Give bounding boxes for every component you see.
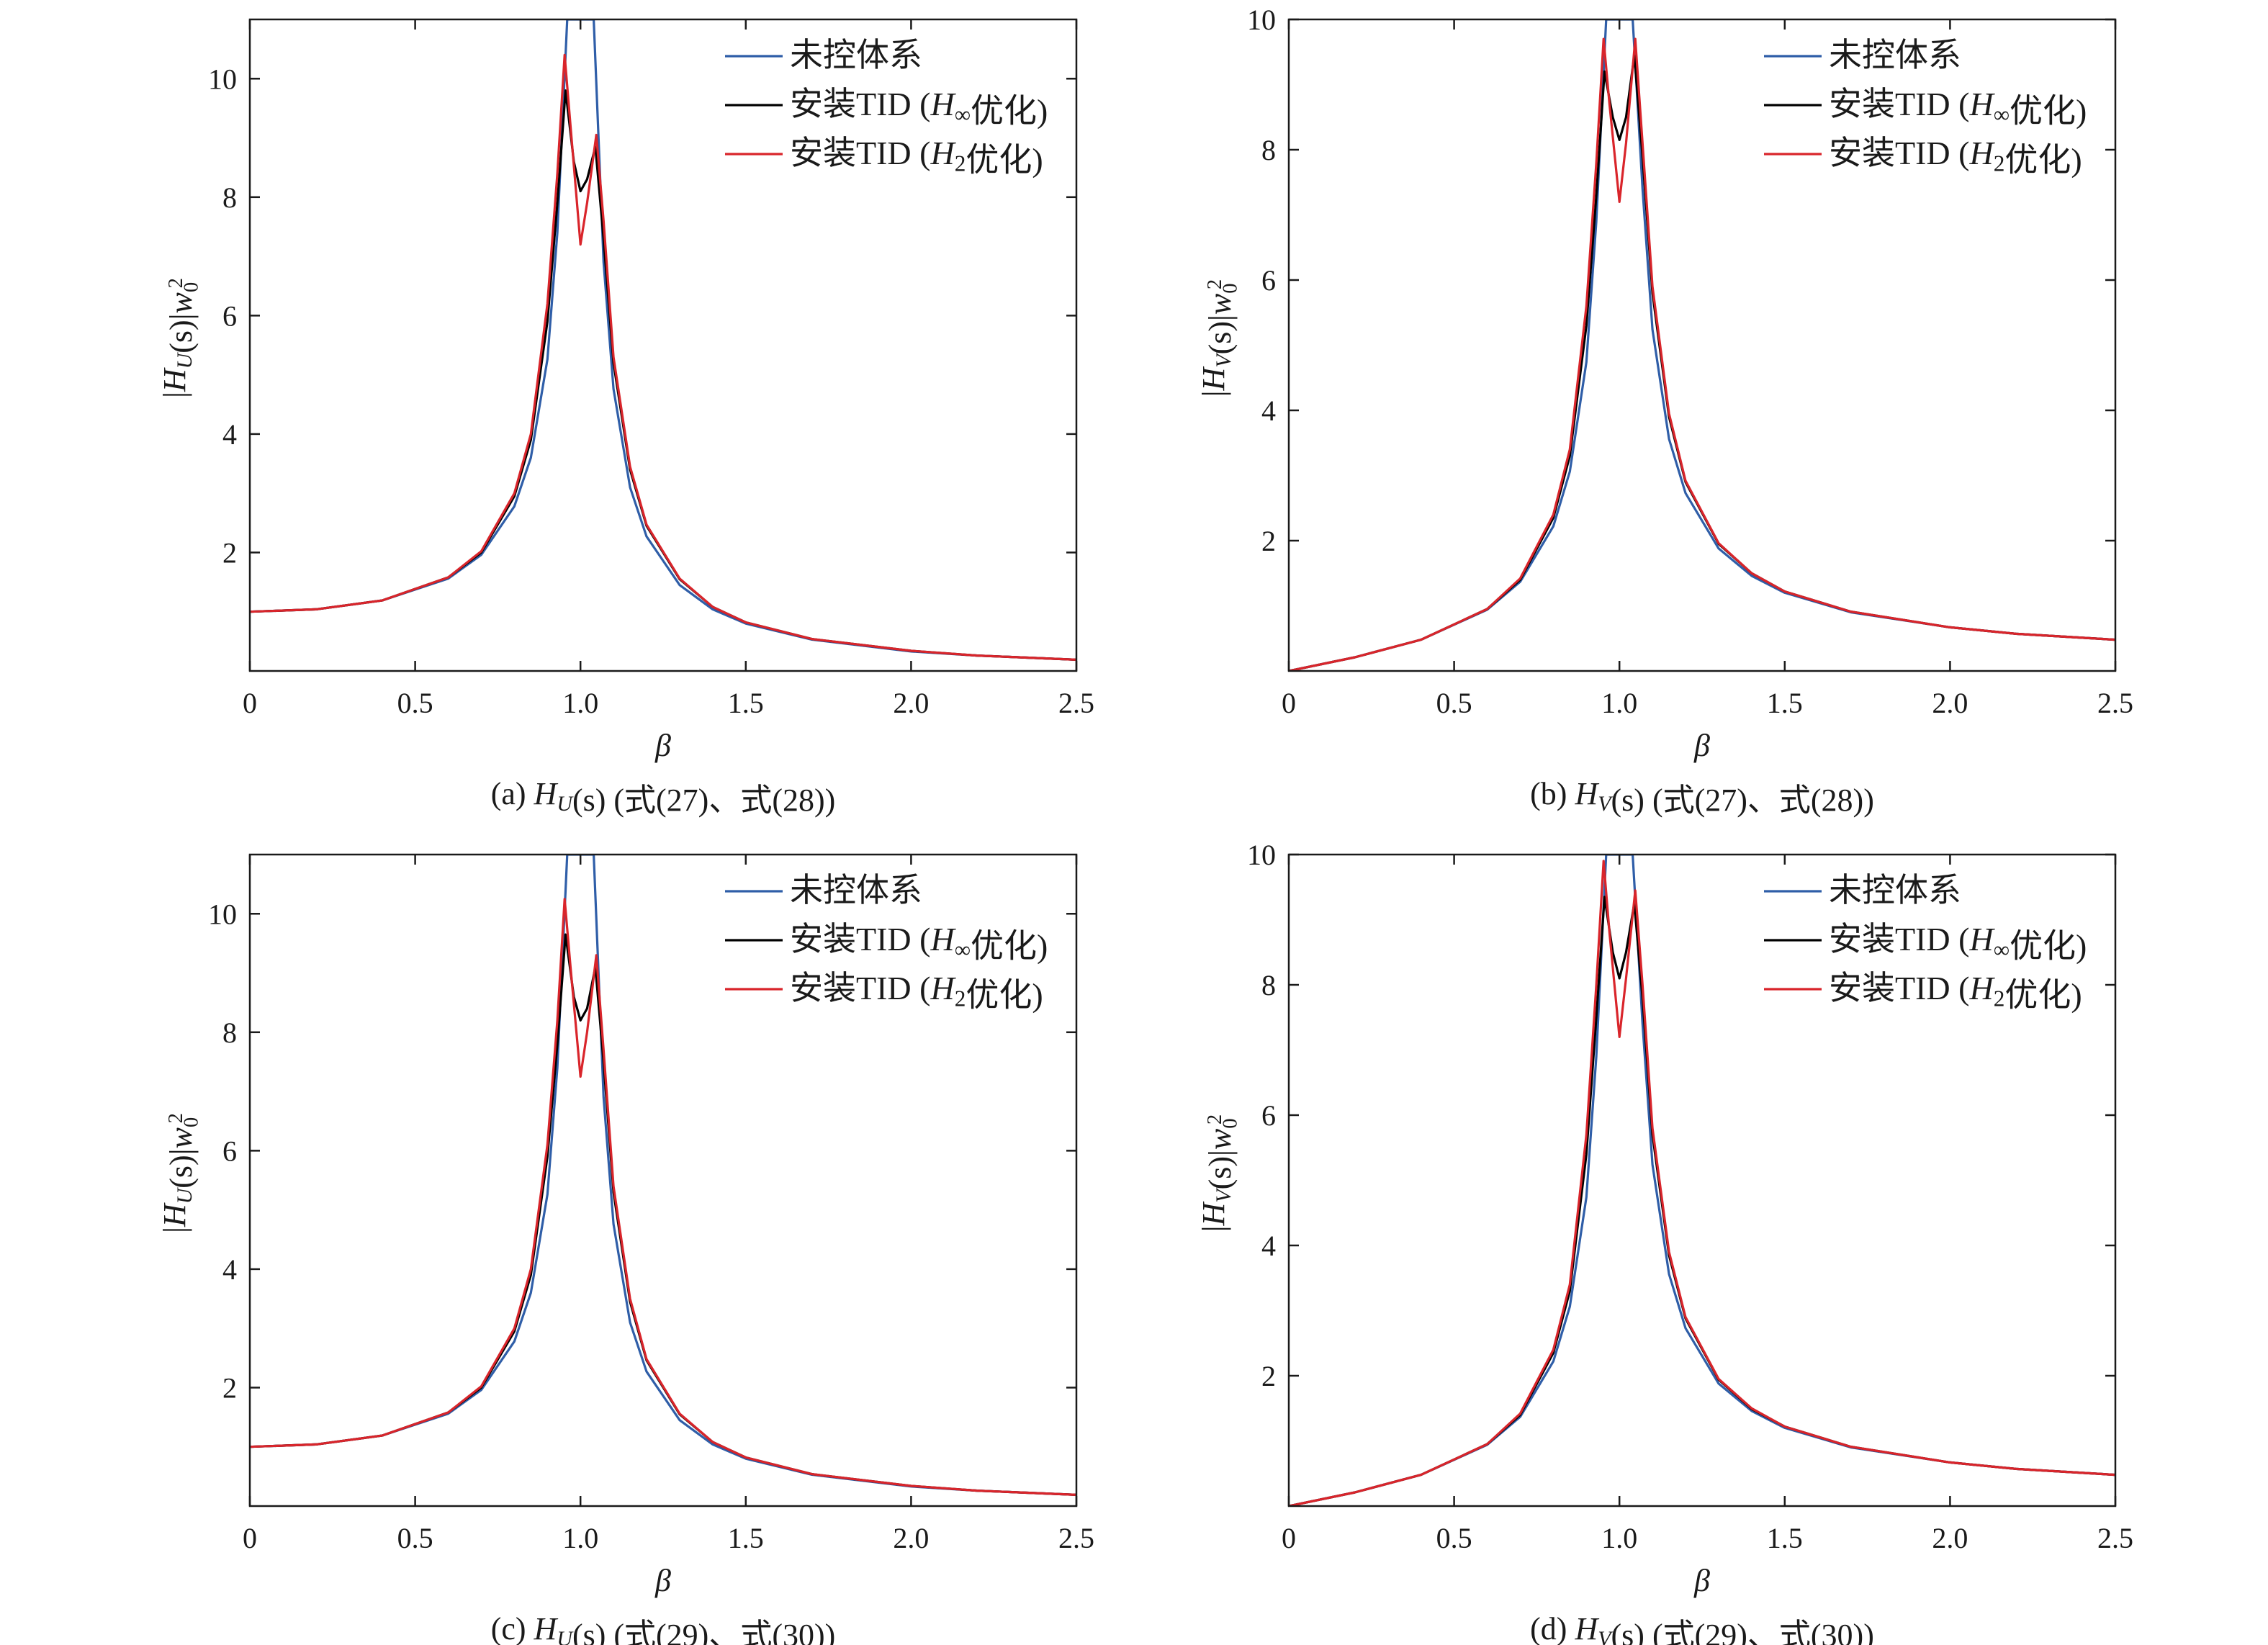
y-tick-label: 8 xyxy=(222,1017,237,1049)
x-tick-label: 2.0 xyxy=(893,1522,929,1554)
x-tick-label: 1.0 xyxy=(562,687,598,719)
axes-frame xyxy=(248,18,1078,672)
panel-b: 0 0.5 1.0 1.5 2.0 2.5 2 4 6 8 10 β |HV(s)|w02 (b) HV(… xyxy=(1196,4,2133,818)
plot-area xyxy=(250,19,1076,661)
x-tick-label: 0 xyxy=(243,1522,257,1554)
x-tick-label: 2.0 xyxy=(893,687,929,719)
x-tick-label: 1.5 xyxy=(1767,687,1803,719)
series-line-2 xyxy=(1289,860,2115,1506)
legend-entry-2: 安装TID (H2优化) xyxy=(790,970,1043,1013)
plot-area xyxy=(1289,855,2115,1506)
x-axis-label: β xyxy=(1693,1563,1710,1598)
x-tick-label: 0 xyxy=(1282,1522,1296,1554)
series-line-2 xyxy=(250,898,1076,1496)
series-line-0 xyxy=(1289,855,2115,1506)
y-tick-label: 2 xyxy=(222,536,237,569)
legend-entry-1: 安装TID (H∞优化) xyxy=(790,921,1048,964)
y-tick-label: 2 xyxy=(222,1371,237,1404)
legend-entry-0: 未控体系 xyxy=(790,37,922,73)
x-tick-label: 0 xyxy=(243,687,257,719)
y-axis-label: |HV(s)|w02 xyxy=(1196,279,1242,397)
y-tick-label: 6 xyxy=(1261,1099,1276,1132)
y-axis-label: |HU(s)|w02 xyxy=(157,1113,203,1233)
x-tick-label: 0.5 xyxy=(1436,1522,1472,1554)
y-tick-label: 4 xyxy=(1261,395,1276,427)
x-tick-label: 2.0 xyxy=(1932,1522,1968,1554)
x-tick-label: 1.0 xyxy=(1601,687,1637,719)
y-tick-label: 8 xyxy=(222,181,237,214)
x-axis-label: β xyxy=(1693,728,1710,763)
y-tick-label: 8 xyxy=(1261,969,1276,1001)
legend-entry-1: 安装TID (H∞优化) xyxy=(1829,86,2087,129)
panel-d: 0 0.5 1.0 1.5 2.0 2.5 2 4 6 8 10 β |HV(s)|w02 (d) HV(… xyxy=(1196,839,2133,1645)
y-tick-label: 6 xyxy=(222,299,237,332)
axes-frame xyxy=(248,853,1078,1507)
x-tick-label: 2.5 xyxy=(2097,687,2133,719)
series-line-2 xyxy=(250,53,1076,661)
panel-caption: (a) HU(s) (式(27)、式(28)) xyxy=(491,776,836,818)
x-tick-label: 1.5 xyxy=(1767,1522,1803,1554)
plot-area xyxy=(1289,19,2115,671)
x-axis-label: β xyxy=(654,728,671,763)
x-tick-label: 0.5 xyxy=(1436,687,1472,719)
y-tick-label: 2 xyxy=(1261,525,1276,557)
x-axis-label: β xyxy=(654,1563,671,1598)
series-line-2 xyxy=(1289,37,2115,671)
panel-c: 0 0.5 1.0 1.5 2.0 2.5 2 4 6 8 10 β |HU(s)|w02 (c) HU(… xyxy=(157,853,1094,1645)
y-tick-label: 4 xyxy=(1261,1230,1276,1262)
y-axis-label: |HV(s)|w02 xyxy=(1196,1114,1242,1232)
x-tick-label: 1.0 xyxy=(562,1522,598,1554)
y-tick-label: 10 xyxy=(208,63,237,95)
series-line-0 xyxy=(250,855,1076,1496)
axes-frame xyxy=(1287,853,2117,1507)
x-tick-label: 1.5 xyxy=(728,1522,764,1554)
x-tick-label: 0 xyxy=(1282,687,1296,719)
panel-a: 0 0.5 1.0 1.5 2.0 2.5 2 4 6 8 10 β |HU(s)|w02 (a) HU(… xyxy=(157,18,1094,818)
x-tick-label: 1.5 xyxy=(728,687,764,719)
panel-caption: (b) HV(s) (式(27)、式(28)) xyxy=(1530,776,1874,818)
series-line-1 xyxy=(250,933,1076,1496)
y-tick-label: 4 xyxy=(222,418,237,451)
x-tick-label: 1.0 xyxy=(1601,1522,1637,1554)
panel-caption: (c) HU(s) (式(29)、式(30)) xyxy=(491,1611,836,1645)
x-tick-label: 0.5 xyxy=(397,687,433,719)
x-tick-label: 2.5 xyxy=(1058,687,1094,719)
legend-entry-0: 未控体系 xyxy=(790,872,922,909)
y-tick-label: 2 xyxy=(1261,1360,1276,1392)
y-tick-label: 6 xyxy=(222,1135,237,1167)
legend-entry-2: 安装TID (H2优化) xyxy=(1829,135,2082,178)
x-tick-label: 2.5 xyxy=(2097,1522,2133,1554)
panel-caption: (d) HV(s) (式(29)、式(30)) xyxy=(1530,1611,1874,1645)
x-tick-label: 2.5 xyxy=(1058,1522,1094,1554)
legend-entry-2: 安装TID (H2优化) xyxy=(790,135,1043,178)
axes-frame xyxy=(1287,18,2117,672)
y-tick-label: 4 xyxy=(222,1253,237,1286)
y-tick-label: 6 xyxy=(1261,264,1276,297)
x-tick-label: 2.0 xyxy=(1932,687,1968,719)
y-tick-label: 8 xyxy=(1261,134,1276,166)
legend-entry-0: 未控体系 xyxy=(1829,37,1961,73)
y-tick-label: 10 xyxy=(1247,839,1276,871)
y-axis-label: |HU(s)|w02 xyxy=(157,278,203,398)
series-line-0 xyxy=(250,19,1076,661)
y-tick-label: 10 xyxy=(1247,4,1276,36)
legend-entry-2: 安装TID (H2优化) xyxy=(1829,970,2082,1013)
series-line-0 xyxy=(1289,19,2115,671)
legend-entry-1: 安装TID (H∞优化) xyxy=(1829,921,2087,964)
plot-area xyxy=(250,855,1076,1496)
series-line-1 xyxy=(250,89,1076,661)
x-tick-label: 0.5 xyxy=(397,1522,433,1554)
legend-entry-1: 安装TID (H∞优化) xyxy=(790,86,1048,129)
y-tick-label: 10 xyxy=(208,898,237,930)
legend-entry-0: 未控体系 xyxy=(1829,872,1961,909)
